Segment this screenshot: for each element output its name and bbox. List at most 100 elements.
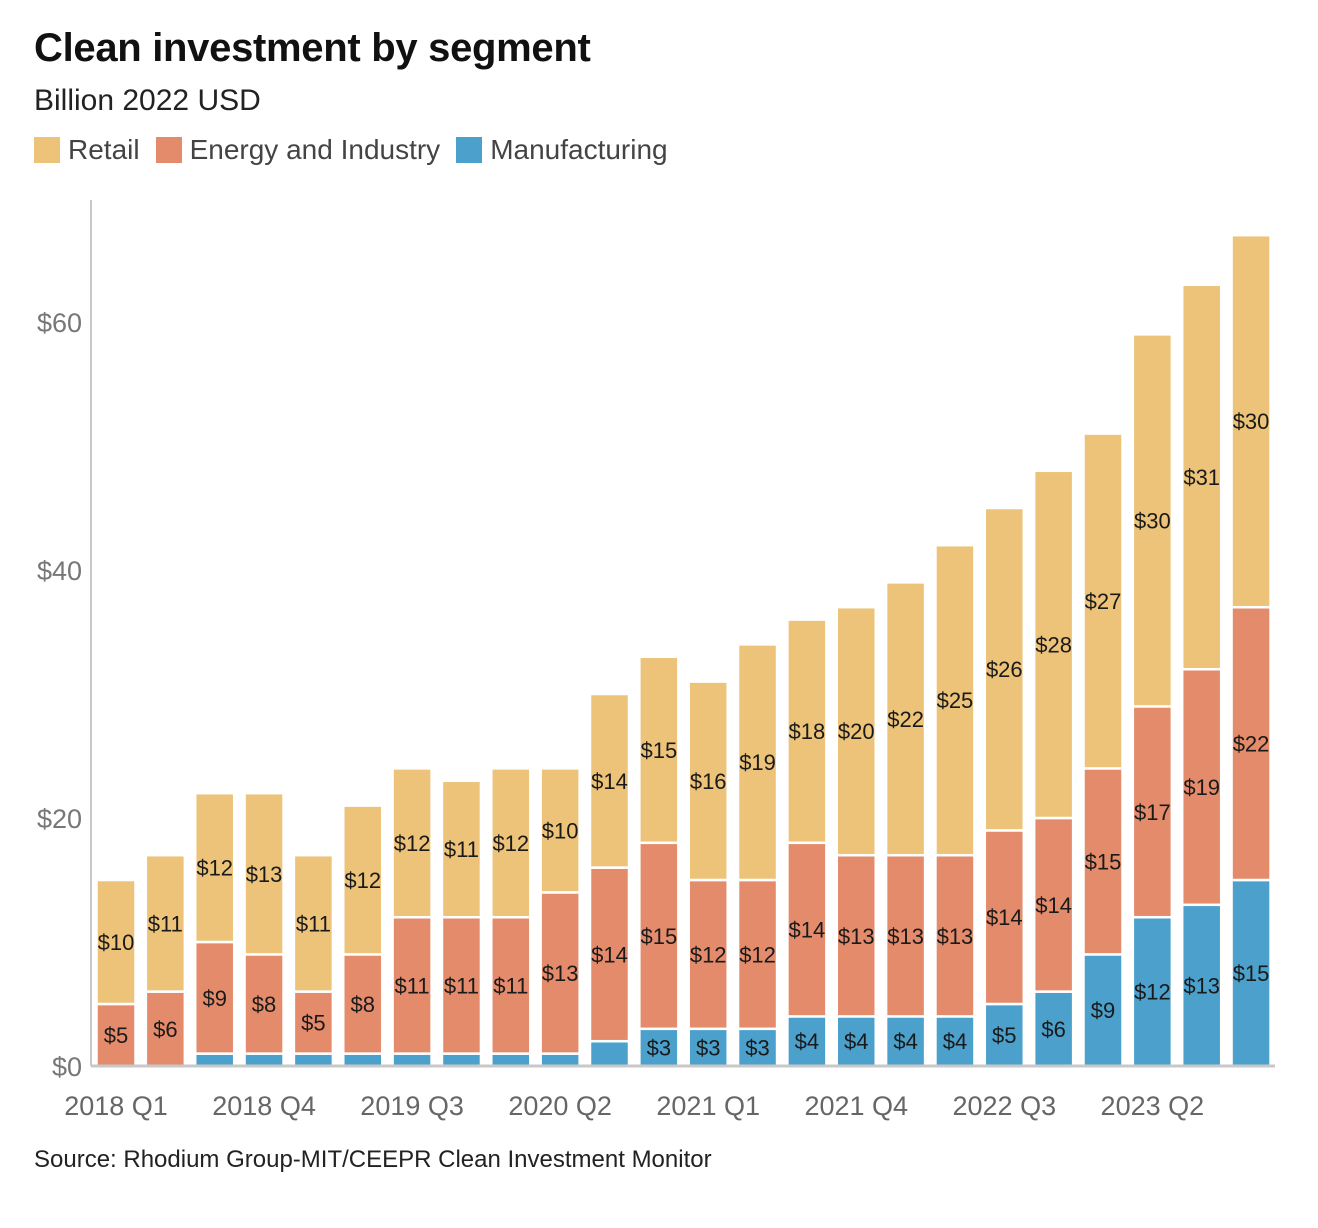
x-tick-label: 2022 Q3 <box>953 1091 1057 1121</box>
bar-segment-energy-and-industry <box>884 853 927 1018</box>
bar-segment-retail <box>193 791 236 944</box>
data-label-energy-and-industry: $13 <box>838 924 875 949</box>
legend-item-energy-and-industry: Energy and Industry <box>155 134 441 166</box>
x-tick-label: 2019 Q3 <box>360 1091 464 1121</box>
data-label-energy-and-industry: $11 <box>493 973 528 998</box>
y-tick-label: $60 <box>37 308 82 338</box>
chart-subtitle: Billion 2022 USD <box>34 84 261 117</box>
data-label-retail: $12 <box>344 868 381 893</box>
bar-segment-energy-and-industry <box>934 853 976 1018</box>
data-label-manufacturing: $9 <box>1091 998 1115 1023</box>
data-label-manufacturing: $5 <box>992 1023 1016 1048</box>
bar-segment-retail <box>687 680 729 882</box>
data-label-energy-and-industry: $17 <box>1134 800 1171 825</box>
legend-label-energy-and-industry: Energy and Industry <box>189 134 441 165</box>
data-label-manufacturing: $12 <box>1134 980 1171 1005</box>
bar-segment-energy-and-industry <box>391 915 433 1055</box>
bar-segment-energy-and-industry <box>588 866 631 1043</box>
bar-segment-retail <box>391 767 433 919</box>
x-tick-label: 2018 Q4 <box>212 1091 316 1121</box>
bar-segment-retail <box>1032 469 1075 820</box>
data-label-energy-and-industry: $13 <box>542 961 579 986</box>
legend-item-retail: Retail <box>34 134 140 166</box>
bar-segment-retail <box>490 767 532 919</box>
data-label-retail: $10 <box>542 818 579 843</box>
data-label-retail: $26 <box>986 657 1023 682</box>
x-tick-label: 2021 Q4 <box>804 1091 908 1121</box>
data-label-manufacturing: $4 <box>795 1029 819 1054</box>
data-label-energy-and-industry: $13 <box>937 924 974 949</box>
data-label-energy-and-industry: $5 <box>301 1011 325 1036</box>
data-label-manufacturing: $13 <box>1183 973 1220 998</box>
data-label-energy-and-industry: $8 <box>252 992 276 1017</box>
y-tick-label: $40 <box>37 556 82 586</box>
data-label-energy-and-industry: $14 <box>986 905 1023 930</box>
bar-segment-energy-and-industry <box>687 878 729 1031</box>
data-label-retail: $25 <box>937 688 974 713</box>
data-label-retail: $31 <box>1183 465 1220 490</box>
bar-segment-manufacturing <box>638 1027 680 1068</box>
data-label-retail: $11 <box>296 911 331 936</box>
data-label-retail: $14 <box>591 769 628 794</box>
bar-segment-energy-and-industry <box>1180 667 1223 907</box>
bar-segment-retail <box>638 655 680 845</box>
legend: Retail Energy and Industry Manufacturing <box>34 134 684 166</box>
bar-segment-manufacturing <box>588 1039 631 1068</box>
data-label-energy-and-industry: $11 <box>395 973 430 998</box>
bar-segment-manufacturing <box>193 1052 236 1068</box>
bar-segment-retail <box>736 643 779 882</box>
bar-segment-manufacturing <box>490 1052 532 1068</box>
legend-label-manufacturing: Manufacturing <box>490 134 668 165</box>
data-label-manufacturing: $3 <box>647 1035 671 1060</box>
data-label-energy-and-industry: $14 <box>1035 893 1072 918</box>
bar-segment-energy-and-industry <box>1131 705 1174 919</box>
bar-segment-energy-and-industry <box>835 853 877 1018</box>
data-label-retail: $11 <box>148 911 183 936</box>
data-label-energy-and-industry: $14 <box>591 942 628 967</box>
legend-label-retail: Retail <box>68 134 140 165</box>
bar-segment-retail <box>983 506 1026 832</box>
x-tick-label: 2023 Q2 <box>1101 1091 1205 1121</box>
bar-segment-manufacturing <box>539 1052 581 1068</box>
bar-segment-retail <box>934 543 976 857</box>
data-label-energy-and-industry: $15 <box>640 924 677 949</box>
legend-item-manufacturing: Manufacturing <box>456 134 668 166</box>
x-tick-label: 2021 Q1 <box>656 1091 760 1121</box>
data-label-retail: $10 <box>98 930 135 955</box>
bar-segment-energy-and-industry <box>292 990 335 1055</box>
data-label-energy-and-industry: $22 <box>1233 732 1270 757</box>
bar-segment-energy-and-industry <box>1082 767 1124 956</box>
data-label-retail: $30 <box>1134 508 1171 533</box>
data-label-energy-and-industry: $6 <box>153 1017 177 1042</box>
data-label-manufacturing: $3 <box>745 1035 769 1060</box>
data-label-energy-and-industry: $5 <box>104 1023 128 1048</box>
data-label-energy-and-industry: $19 <box>1183 775 1220 800</box>
data-label-manufacturing: $4 <box>844 1029 868 1054</box>
data-label-retail: $19 <box>739 750 776 775</box>
data-label-energy-and-industry: $11 <box>444 973 479 998</box>
bar-segment-energy-and-industry <box>983 829 1026 1006</box>
bar-segment-retail <box>144 853 187 993</box>
data-label-retail: $28 <box>1035 632 1072 657</box>
bar-segment-energy-and-industry <box>1230 605 1272 882</box>
bar-segment-energy-and-industry <box>342 953 384 1055</box>
bar-segment-energy-and-industry <box>440 915 483 1055</box>
bar-segment-energy-and-industry <box>193 940 236 1055</box>
data-label-retail: $12 <box>492 831 529 856</box>
bar-segment-energy-and-industry <box>786 841 828 1018</box>
bar-segment-retail <box>1180 283 1223 671</box>
bar-segment-retail <box>835 605 877 857</box>
bar-segment-manufacturing <box>1082 953 1124 1068</box>
bar-segment-energy-and-industry <box>539 891 581 1055</box>
bar-segment-retail <box>786 618 828 845</box>
bar-segment-manufacturing <box>292 1052 335 1068</box>
data-label-energy-and-industry: $12 <box>739 942 776 967</box>
data-label-energy-and-industry: $9 <box>202 986 226 1011</box>
bar-segment-retail <box>539 767 581 894</box>
data-label-manufacturing: $15 <box>1233 961 1270 986</box>
data-label-manufacturing: $4 <box>943 1029 967 1054</box>
bar-segment-manufacturing <box>835 1015 877 1068</box>
data-label-retail: $15 <box>640 738 677 763</box>
data-label-retail: $22 <box>887 707 924 732</box>
